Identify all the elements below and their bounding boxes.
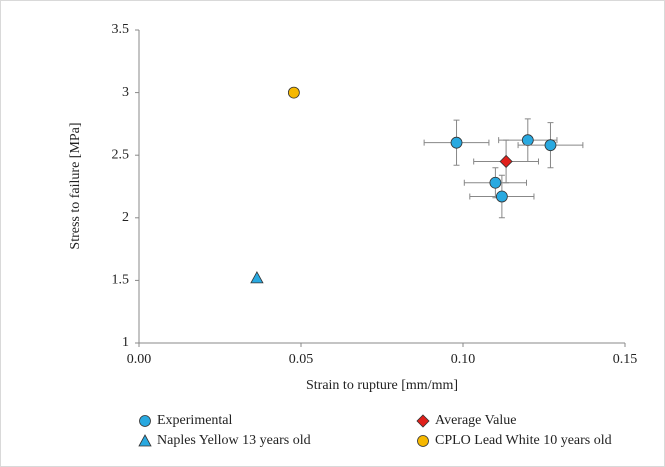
legend-label: Experimental [157,413,233,428]
point [250,271,264,284]
y-tick-label: 1 [122,335,129,350]
legend-marker [416,414,430,428]
legend-marker [138,434,152,447]
point [521,134,534,147]
point [495,190,508,203]
x-tick-label: 0.10 [451,352,476,367]
x-tick-label: 0.15 [613,352,638,367]
y-tick-label: 3.5 [112,22,130,37]
x-tick-label: 0.00 [127,352,152,367]
legend-marker [139,415,151,427]
y-tick-label: 2 [122,210,129,225]
x-tick-label: 0.05 [289,352,314,367]
legend-label: CPLO Lead White 10 years old [435,433,612,448]
x-axis-label: Strain to rupture [mm/mm] [306,378,458,393]
point [499,154,513,169]
legend-label: Average Value [435,413,517,428]
y-tick-label: 2.5 [112,147,130,162]
point [450,136,463,149]
point [287,86,300,99]
y-tick-label: 3 [122,85,129,100]
legend-marker [417,435,429,447]
point [544,139,557,152]
legend-label: Naples Yellow 13 years old [157,433,311,448]
y-axis-label: Stress to failure [MPa] [68,122,83,249]
point [489,176,502,189]
y-tick-label: 1.5 [112,273,130,288]
